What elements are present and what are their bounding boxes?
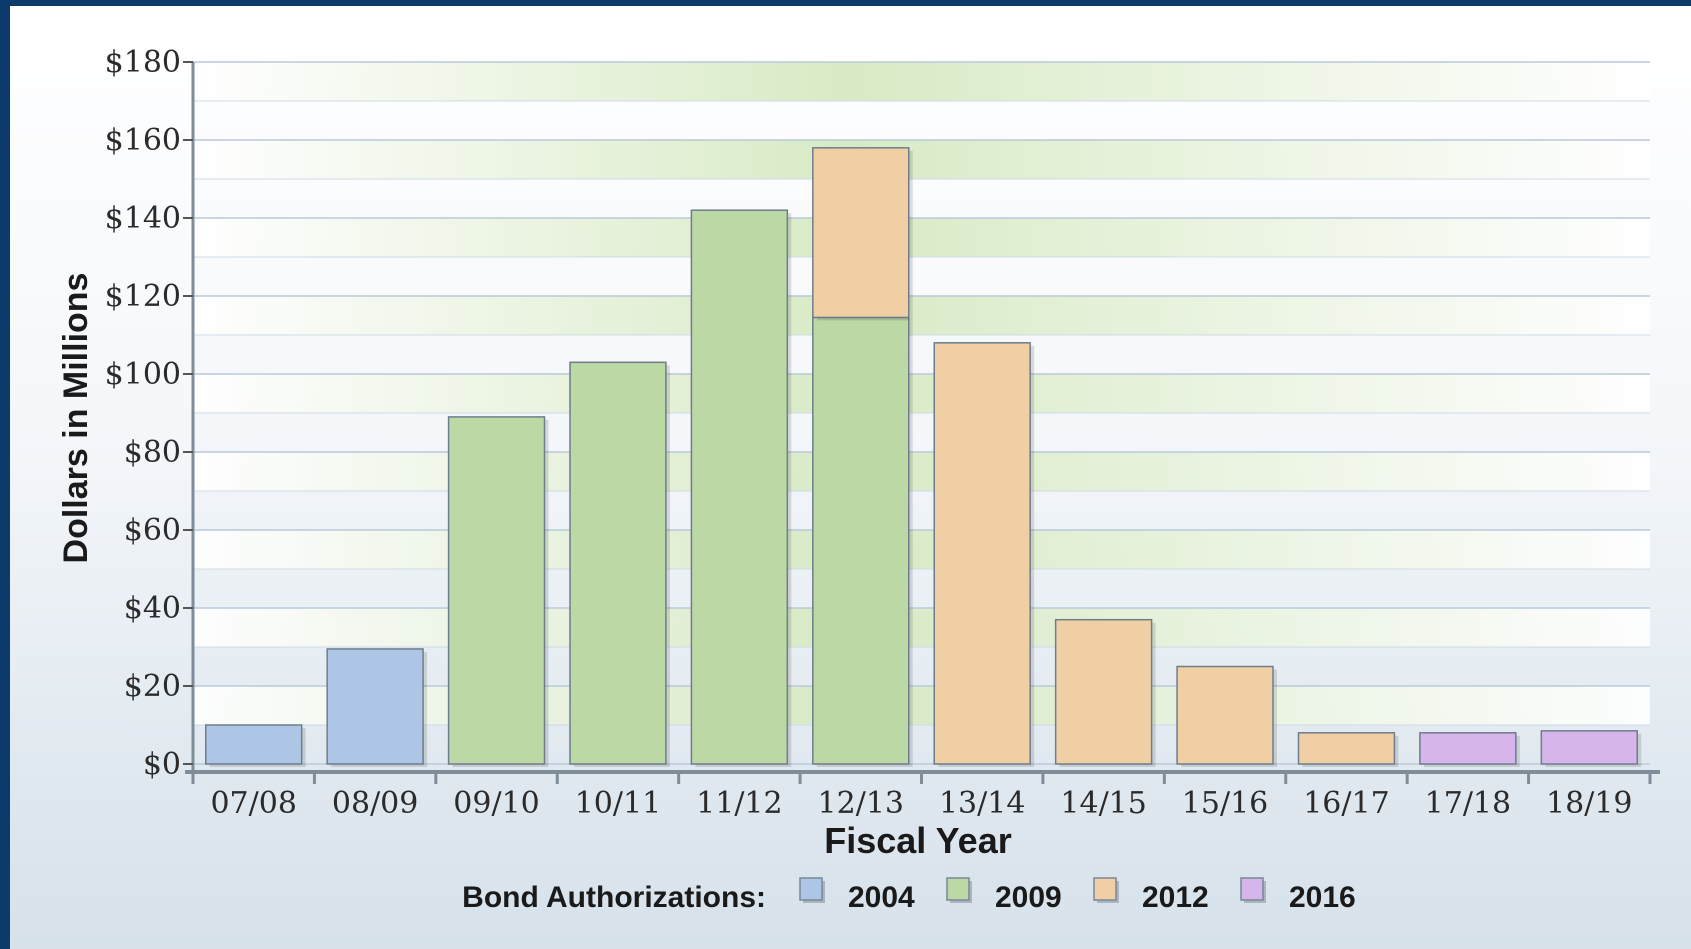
y-tick-label: $80 (124, 435, 181, 470)
legend-item-2009: 2009 (946, 877, 1062, 914)
y-tick-label: $0 (143, 747, 181, 782)
x-tick-label: 17/18 (1425, 786, 1511, 821)
x-tick-labels: 07/08 08/09 09/10 10/11 11/12 12/13 13/14 14/15… (210, 786, 1632, 821)
grid-band (193, 374, 1650, 413)
bars (204, 147, 1642, 767)
x-tick-label: 13/14 (939, 786, 1025, 821)
x-tick-label: 12/13 (818, 786, 904, 821)
bar-chart: $0 $20 $40 $60 $80 $100 $120 $140 $160 $180 07/08… (57, 45, 1660, 914)
legend-label: 2009 (995, 881, 1062, 914)
bar-2009-11-12 (690, 209, 789, 765)
x-axis-title: Fiscal Year (824, 820, 1012, 861)
legend-item-2016: 2016 (1240, 877, 1356, 914)
x-tick-label: 14/15 (1060, 786, 1146, 821)
legend-swatch (799, 877, 823, 901)
bar-2004-08-09 (326, 648, 424, 765)
gridlines (193, 61, 1650, 765)
grid-band (193, 608, 1650, 647)
legend-label: 2004 (848, 881, 915, 914)
grid-band (193, 62, 1650, 101)
grid-band (193, 296, 1650, 335)
legend: Bond Authorizations: 2004 2009 2012 2016 (462, 877, 1356, 914)
y-tick-label: $100 (105, 357, 181, 392)
x-tick-label: 15/16 (1182, 786, 1268, 821)
legend-label: 2016 (1289, 881, 1356, 914)
chart-panel: $0 $20 $40 $60 $80 $100 $120 $140 $160 $180 07/08… (10, 6, 1691, 949)
bar-2009-09-10 (447, 416, 546, 765)
legend-swatch (1093, 877, 1117, 901)
legend-items: 2004 2009 2012 2016 (799, 877, 1356, 914)
bar-2012-16-17 (1297, 732, 1396, 765)
y-tick-label: $180 (105, 45, 181, 80)
grid-band (193, 452, 1650, 491)
y-tick-label: $60 (124, 513, 181, 548)
x-tick-label: 11/12 (696, 786, 782, 821)
y-tick-labels: $0 $20 $40 $60 $80 $100 $120 $140 $160 $180 (105, 45, 181, 782)
plot-background-bands (193, 62, 1650, 725)
x-tick-label: 16/17 (1303, 786, 1389, 821)
legend-item-2004: 2004 (799, 877, 915, 914)
x-tick-label: 18/19 (1546, 786, 1632, 821)
bar-2012-13-14 (933, 342, 1031, 765)
x-tick-label: 09/10 (453, 786, 539, 821)
grid-band (193, 218, 1650, 257)
legend-label: 2012 (1142, 881, 1209, 914)
x-tick-label: 07/08 (210, 786, 296, 821)
legend-swatch (946, 877, 970, 901)
y-axis-title: Dollars in Millions (57, 273, 95, 564)
x-tick-label: 08/09 (332, 786, 418, 821)
bar-2009-10-11 (569, 361, 667, 765)
y-tick-label: $140 (105, 201, 181, 236)
bar-2012-14-15 (1054, 618, 1153, 765)
bar-2004-07-08 (204, 724, 303, 765)
x-tick-label: 10/11 (575, 786, 661, 821)
y-tick-label: $20 (124, 669, 181, 704)
bar-2009-12-13 (812, 316, 910, 765)
grid-band (193, 686, 1650, 725)
legend-item-2012: 2012 (1093, 877, 1209, 914)
bar-2012-15-16 (1176, 665, 1274, 765)
grid-band (193, 530, 1650, 569)
axes (183, 61, 1660, 784)
legend-swatch (1240, 877, 1264, 901)
bar-2016-17-18 (1419, 732, 1517, 765)
y-tick-label: $160 (105, 123, 181, 158)
grid-band (193, 140, 1650, 179)
y-tick-label: $120 (105, 279, 181, 314)
bar-2016-18-19 (1540, 730, 1639, 765)
legend-title: Bond Authorizations: (462, 881, 766, 914)
bar-2012-12-13 (812, 147, 910, 319)
y-tick-label: $40 (124, 591, 181, 626)
